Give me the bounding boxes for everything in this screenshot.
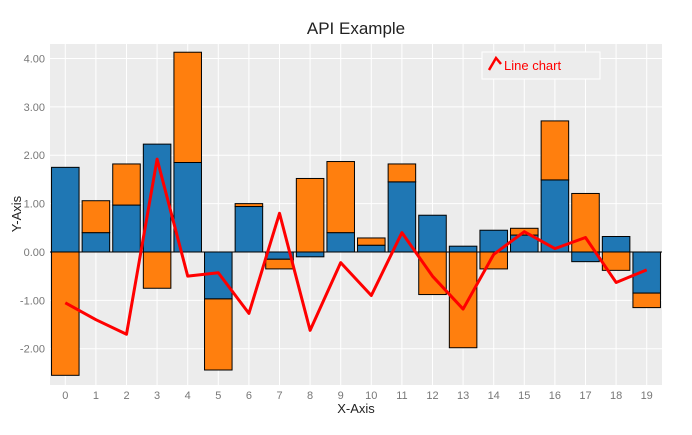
bar-series1-x11 xyxy=(387,181,417,253)
y-tick-label: 4.00 xyxy=(24,54,45,66)
bar-series1-x1 xyxy=(81,232,111,253)
bar-series1-x6 xyxy=(234,206,264,253)
legend-box xyxy=(481,51,601,80)
y-tick-label: 0.00 xyxy=(24,247,45,259)
y-tick-label: -2.00 xyxy=(20,344,45,356)
x-tick-label: 19 xyxy=(641,390,653,402)
x-tick-label: 3 xyxy=(154,390,160,402)
x-tick-label: 6 xyxy=(246,390,252,402)
y-axis-label: Y-Axis xyxy=(9,195,24,232)
x-tick-label: 18 xyxy=(610,390,622,402)
bar-series1-x13 xyxy=(448,245,478,253)
bar-series2-x16 xyxy=(540,120,570,181)
bar-series2-x10 xyxy=(357,237,386,246)
x-tick-label: 1 xyxy=(93,390,99,402)
plot-background xyxy=(50,44,662,385)
x-axis-label: X-Axis xyxy=(337,401,375,416)
bar-series1-x12 xyxy=(418,214,447,253)
line-series xyxy=(64,157,648,336)
legend-entry-line-chart: Line chart xyxy=(504,58,561,73)
y-tick-label: 1.00 xyxy=(24,199,45,211)
y-tick-label: 2.00 xyxy=(24,150,45,162)
x-tick-label: 8 xyxy=(307,390,313,402)
bar-series2-x9 xyxy=(326,161,355,234)
x-tick-label: 17 xyxy=(579,390,591,402)
bar-series2-x2 xyxy=(112,163,141,206)
y-tick-label: -1.00 xyxy=(20,295,45,307)
x-tick-label: 7 xyxy=(276,390,282,402)
legend: Line chart xyxy=(481,51,601,80)
bar-series1-x8 xyxy=(295,251,325,258)
bar-series1-x0 xyxy=(51,166,80,253)
x-tick-label: 16 xyxy=(549,390,561,402)
bar-series2-x19 xyxy=(632,292,661,309)
bar-series1-x5 xyxy=(204,251,233,300)
bar-series2-x4 xyxy=(173,51,202,164)
chart-title: API Example xyxy=(307,19,405,38)
bar-series2-x1 xyxy=(81,200,111,234)
x-tick-label: 12 xyxy=(426,390,438,402)
bar-series2-x0 xyxy=(51,251,80,376)
y-tick-label: 3.00 xyxy=(24,102,45,114)
bar-series1-x2 xyxy=(112,204,141,253)
x-tick-label: 11 xyxy=(396,390,407,402)
x-tick-labels: 0 1 2 3 4 5 6 7 8 9 10 11 12 13 14 15 16 17 18 19 xyxy=(62,390,653,402)
bar-series1-x9 xyxy=(326,232,355,253)
x-tick-label: 13 xyxy=(457,390,469,402)
bar-series1-x10 xyxy=(357,244,386,253)
line-series-path xyxy=(64,157,648,336)
legend-line-icon xyxy=(487,55,502,71)
x-tick-label: 15 xyxy=(518,390,530,402)
bar-series2-x3 xyxy=(142,251,172,289)
x-tick-label: 9 xyxy=(338,390,344,402)
x-tick-label: 2 xyxy=(123,390,129,402)
bar-series2-x7 xyxy=(265,258,294,270)
bar-series2-x5 xyxy=(204,298,233,371)
y-tick-labels: -2.00 -1.00 0.00 1.00 2.00 3.00 4.00 xyxy=(20,54,45,356)
x-tick-label: 4 xyxy=(185,390,191,402)
x-tick-label: 14 xyxy=(488,390,500,402)
x-tick-label: 0 xyxy=(62,390,68,402)
bar-series2-x6 xyxy=(234,203,264,208)
bar-series2-x8 xyxy=(295,177,325,253)
x-tick-label: 10 xyxy=(365,390,377,402)
bar-series2-x11 xyxy=(387,163,417,183)
bar-series1-x18 xyxy=(601,236,631,253)
bar-series2-x17 xyxy=(571,192,600,253)
bar-series1-x16 xyxy=(540,179,570,253)
x-tick-label: 5 xyxy=(215,390,221,402)
